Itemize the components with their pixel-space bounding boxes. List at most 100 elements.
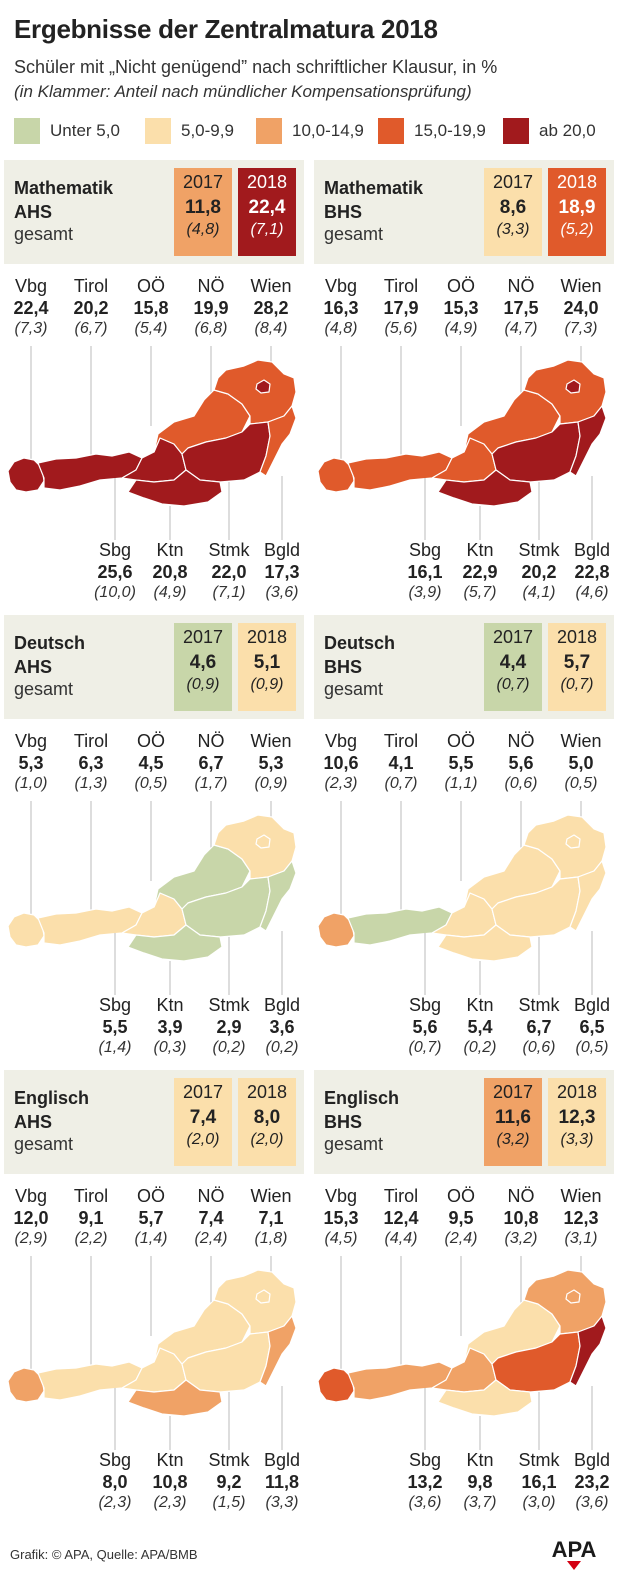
year-box-2018: 2018 22,4 (7,1): [238, 168, 296, 256]
state-oö: OÖ 15,3 (4,9): [431, 276, 491, 338]
region-tirol: [37, 906, 143, 946]
states-bottom-row: Sbg 16,1 (3,9) Ktn 22,9 (5,7) Stmk 20,2 (4,1) Bgl…: [314, 540, 614, 610]
state-name: OÖ: [446, 731, 475, 751]
state-oö: OÖ 5,5 (1,1): [431, 731, 491, 793]
state-name: Tirol: [383, 1186, 419, 1206]
legend-item-10-15: 10,0-14,9: [256, 118, 364, 144]
state-value: 20,2: [521, 562, 557, 582]
state-name: Sbg: [408, 1450, 442, 1470]
panel-mathematik-ahs: Mathematik AHS gesamt 2017 11,8 (4,8) 2018 22,4…: [4, 160, 304, 616]
state-name: OÖ: [136, 1186, 165, 1206]
state-komp: (7,1): [212, 584, 246, 601]
state-name: Sbg: [98, 1450, 132, 1470]
legend-swatch: [378, 118, 404, 144]
apa-logo-text: APA: [552, 1537, 597, 1562]
state-value: 5,5: [102, 1017, 128, 1037]
year-label: 2017: [492, 1082, 534, 1102]
panel-englisch-bhs: Englisch BHS gesamt 2017 11,6 (3,2) 2018 12,3 (3…: [314, 1070, 614, 1526]
region-ktn: [437, 1379, 533, 1417]
state-name: Bgld: [573, 540, 611, 560]
subject-title: Mathematik BHS: [324, 176, 423, 224]
state-value: 6,3: [78, 753, 104, 773]
region-wien: [565, 1289, 581, 1304]
state-komp: (1,5): [212, 1494, 246, 1511]
state-komp: (0,5): [134, 775, 168, 792]
subject-title: Englisch AHS: [14, 1086, 89, 1134]
panel-header: Mathematik AHS gesamt 2017 11,8 (4,8) 2018 22,4…: [4, 160, 304, 264]
state-komp: (5,7): [463, 584, 497, 601]
state-komp: (0,5): [575, 1039, 609, 1056]
state-name: Ktn: [466, 1450, 494, 1470]
region-noe: [213, 1269, 297, 1335]
year-value: 12,3: [558, 1107, 596, 1128]
state-komp: (6,7): [74, 320, 108, 337]
region-noe: [213, 359, 297, 425]
state-value: 28,2: [253, 298, 289, 318]
state-name: Bgld: [263, 540, 301, 560]
state-value: 12,3: [563, 1208, 599, 1228]
region-wien: [255, 1289, 271, 1304]
state-komp: (0,6): [504, 775, 538, 792]
state-sbg: Sbg 8,0 (2,3): [85, 1450, 145, 1512]
year-box-2018: 2018 5,7 (0,7): [548, 623, 606, 711]
state-komp: (5,6): [384, 320, 418, 337]
state-name: Ktn: [466, 540, 494, 560]
state-vbg: Vbg 15,3 (4,5): [311, 1186, 371, 1248]
state-oö: OÖ 5,7 (1,4): [121, 1186, 181, 1248]
year-box-2017: 2017 11,8 (4,8): [174, 168, 232, 256]
state-komp: (3,1): [564, 1230, 598, 1247]
year-komp: (3,3): [496, 221, 530, 238]
states-bottom-row: Sbg 8,0 (2,3) Ktn 10,8 (2,3) Stmk 9,2 (1,5) Bgld 1…: [4, 1450, 304, 1520]
year-value: 8,6: [499, 197, 527, 218]
state-komp: (3,7): [463, 1494, 497, 1511]
panel-deutsch-ahs: Deutsch AHS gesamt 2017 4,6 (0,9) 2018 5,1 (0,9)…: [4, 615, 304, 1071]
state-komp: (1,0): [14, 775, 48, 792]
state-name: NÖ: [197, 731, 225, 751]
state-wien: Wien 5,3 (0,9): [241, 731, 301, 793]
year-box-2017: 2017 7,4 (2,0): [174, 1078, 232, 1166]
region-tirol: [37, 451, 143, 491]
state-komp: (0,2): [265, 1039, 299, 1056]
state-value: 5,3: [18, 753, 44, 773]
state-value: 6,5: [579, 1017, 605, 1037]
page-title: Ergebnisse der Zentralmatura 2018: [14, 14, 438, 44]
state-value: 6,7: [526, 1017, 552, 1037]
states-top-row: Vbg 15,3 (4,5) Tirol 12,4 (4,4) OÖ 9,5 (2,4) NÖ 10…: [314, 1186, 614, 1256]
state-name: OÖ: [136, 731, 165, 751]
year-label: 2017: [182, 172, 224, 192]
state-bgld: Bgld 17,3 (3,6): [252, 540, 312, 602]
state-komp: (3,9): [408, 584, 442, 601]
subject-title: Mathematik AHS: [14, 176, 113, 224]
year-box-2018: 2018 8,0 (2,0): [238, 1078, 296, 1166]
year-komp: (2,0): [250, 1131, 284, 1148]
state-name: Bgld: [573, 1450, 611, 1470]
state-stmk: Stmk 2,9 (0,2): [199, 995, 259, 1057]
state-name: Sbg: [408, 540, 442, 560]
state-komp: (4,9): [444, 320, 478, 337]
state-value: 7,4: [198, 1208, 224, 1228]
region-ktn: [127, 1379, 223, 1417]
legend-swatch: [14, 118, 40, 144]
austria-map: [317, 1256, 607, 1450]
state-tirol: Tirol 20,2 (6,7): [61, 276, 121, 338]
state-ktn: Ktn 5,4 (0,2): [450, 995, 510, 1057]
subject-title: Deutsch AHS: [14, 631, 85, 679]
state-value: 10,8: [152, 1472, 188, 1492]
state-name: NÖ: [197, 276, 225, 296]
year-box-2017: 2017 8,6 (3,3): [484, 168, 542, 256]
state-komp: (2,2): [74, 1230, 108, 1247]
region-ktn: [437, 924, 533, 962]
year-komp: (7,1): [250, 221, 284, 238]
states-bottom-row: Sbg 5,6 (0,7) Ktn 5,4 (0,2) Stmk 6,7 (0,6) Bgld 6,…: [314, 995, 614, 1065]
state-name: Stmk: [518, 995, 560, 1015]
subject-name: Mathematik: [14, 178, 114, 198]
region-tirol: [347, 906, 453, 946]
year-box-2018: 2018 18,9 (5,2): [548, 168, 606, 256]
year-box-2017: 2017 11,6 (3,2): [484, 1078, 542, 1166]
legend-item-5-10: 5,0-9,9: [145, 118, 234, 144]
state-name: Wien: [250, 276, 292, 296]
state-komp: (7,3): [14, 320, 48, 337]
state-nö: NÖ 5,6 (0,6): [491, 731, 551, 793]
subject-name: Deutsch: [14, 633, 86, 653]
state-value: 9,8: [467, 1472, 493, 1492]
